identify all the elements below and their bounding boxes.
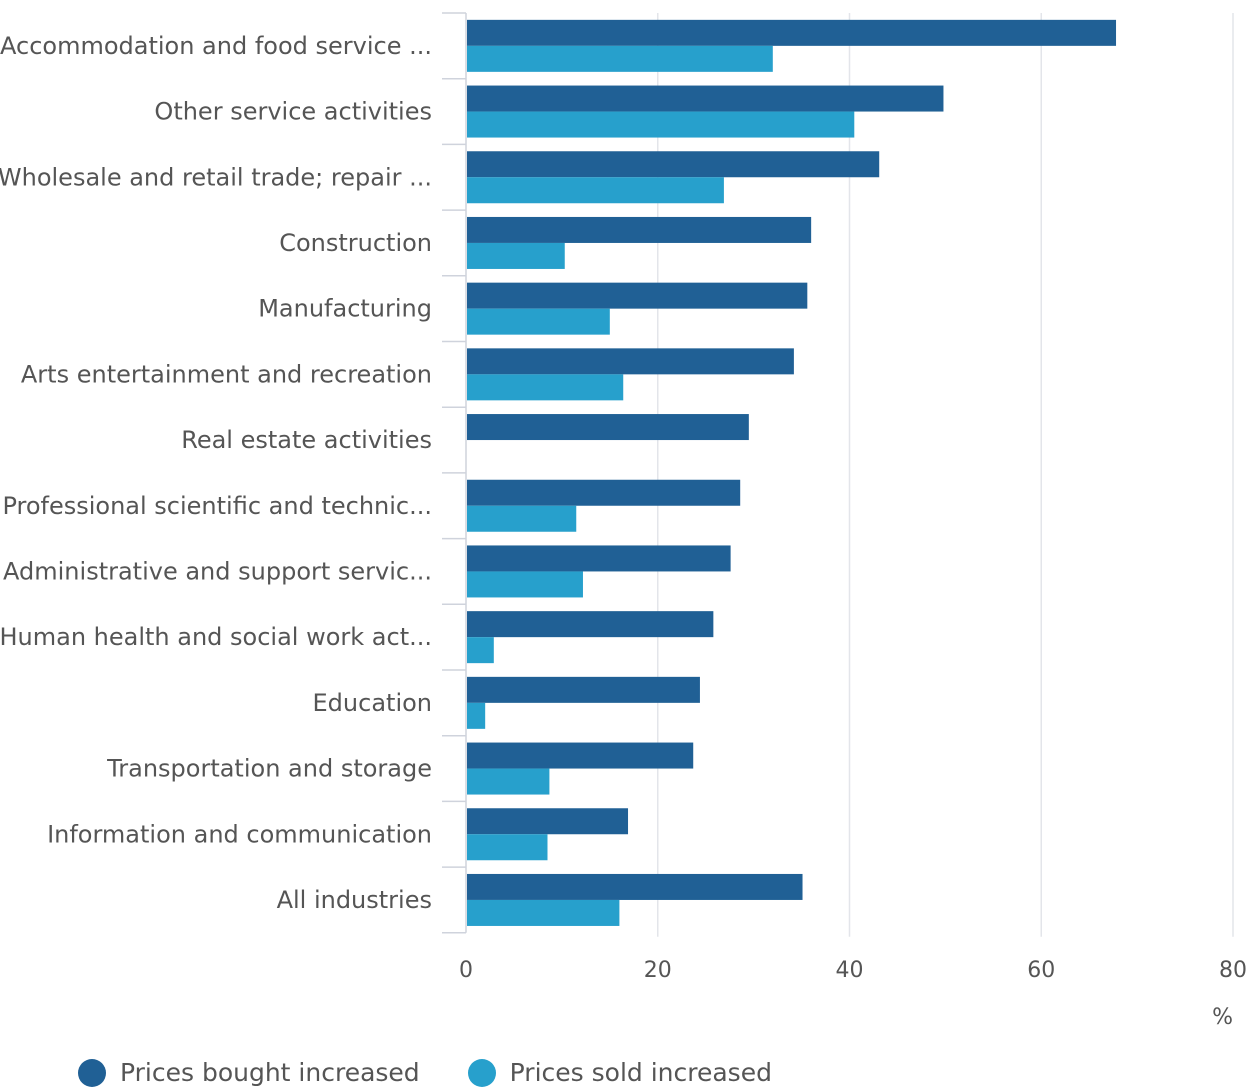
bar-prices-sold[interactable] (467, 177, 724, 204)
legend-label-prices-bought: Prices bought increased (120, 1058, 420, 1087)
x-tick-label: 20 (644, 958, 672, 983)
legend-item-prices-bought[interactable]: Prices bought increased (78, 1058, 420, 1087)
bar-prices-sold[interactable] (467, 45, 773, 72)
category-label: Manufacturing (258, 295, 432, 323)
bar-prices-sold[interactable] (467, 111, 855, 138)
category-label: Other service activities (154, 98, 432, 126)
bar-prices-bought[interactable] (467, 19, 1117, 46)
category-label: Real estate activities (181, 426, 432, 454)
bar-prices-bought[interactable] (467, 216, 812, 243)
bar-prices-sold[interactable] (467, 702, 486, 729)
bar-chart: Accommodation and food service ... Other … (0, 12, 1247, 1030)
bar-prices-sold[interactable] (467, 242, 565, 269)
bar-prices-sold[interactable] (467, 571, 583, 598)
bars (467, 19, 1117, 926)
bar-prices-bought[interactable] (467, 479, 741, 506)
x-axis-unit-label: % (1212, 1005, 1233, 1030)
bar-prices-sold[interactable] (467, 374, 624, 401)
bar-prices-bought[interactable] (467, 348, 794, 375)
bar-prices-bought[interactable] (467, 282, 808, 309)
bar-prices-bought[interactable] (467, 808, 629, 835)
category-label: Human health and social work act... (0, 623, 432, 651)
bar-prices-bought[interactable] (467, 545, 731, 572)
bar-prices-bought[interactable] (467, 676, 700, 703)
x-axis-ticks: 0 20 40 60 80 (459, 958, 1247, 983)
bar-prices-bought[interactable] (467, 414, 749, 441)
legend-item-prices-sold[interactable]: Prices sold increased (467, 1058, 772, 1087)
bar-prices-sold[interactable] (467, 308, 610, 335)
x-tick-label: 80 (1219, 958, 1247, 983)
category-label: All industries (277, 886, 432, 914)
category-label: Professional scientific and technic... (2, 492, 432, 520)
legend-swatch-prices-sold (467, 1058, 496, 1087)
legend-swatch-prices-bought (78, 1058, 106, 1087)
category-label: Accommodation and food service ... (0, 32, 432, 60)
category-label: Transportation and storage (106, 755, 432, 783)
legend: Prices bought increased Prices sold incr… (78, 1058, 820, 1087)
bar-prices-bought[interactable] (467, 611, 714, 638)
x-tick-label: 0 (459, 958, 473, 983)
y-axis (442, 12, 467, 934)
bar-prices-bought[interactable] (467, 873, 803, 900)
bar-prices-bought[interactable] (467, 151, 880, 178)
category-label: Construction (279, 229, 432, 257)
bar-prices-sold[interactable] (467, 637, 494, 664)
x-tick-label: 60 (1027, 958, 1055, 983)
category-label: Education (313, 689, 432, 717)
bar-prices-bought[interactable] (467, 85, 944, 112)
bar-prices-sold[interactable] (467, 505, 577, 532)
category-labels: Accommodation and food service ... Other … (0, 32, 432, 914)
category-label: Administrative and support servic... (3, 557, 432, 585)
bar-prices-bought[interactable] (467, 742, 694, 769)
category-label: Arts entertainment and recreation (21, 360, 432, 388)
category-label: Information and communication (47, 820, 432, 848)
bar-prices-sold[interactable] (467, 834, 548, 861)
x-tick-label: 40 (836, 958, 864, 983)
bar-prices-sold[interactable] (467, 768, 550, 795)
legend-label-prices-sold: Prices sold increased (509, 1058, 772, 1087)
bar-prices-sold[interactable] (467, 899, 620, 926)
category-label: Wholesale and retail trade; repair ... (0, 163, 432, 191)
